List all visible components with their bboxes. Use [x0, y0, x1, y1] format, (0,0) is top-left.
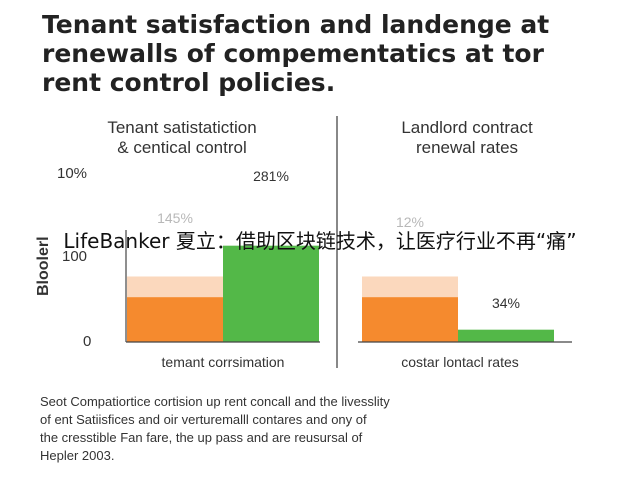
chart-title: Tenant satisfaction and landenge at rene… — [42, 10, 622, 97]
right-category-label: costar lontacl rates — [401, 354, 519, 370]
title-line-2: renewalls of compementatics at tor — [42, 39, 544, 68]
caption-line-1: Seot Compatiortice cortision up rent con… — [40, 394, 390, 409]
right-bar-orange — [362, 297, 458, 342]
right-bar-green — [458, 329, 554, 342]
caption-line-2: of ent Satiisfices and oir verturemalll … — [40, 412, 367, 427]
y-tick-100: 100 — [62, 248, 87, 265]
right-panel-title-line-2: renewal rates — [415, 138, 519, 157]
left-data-label-orange: 145% — [157, 210, 193, 226]
left-data-label-green: 281% — [253, 168, 289, 184]
y-axis-label: Bloolerl — [35, 236, 52, 296]
caption-line-3: the cresstible Fan fare, the up pass and… — [40, 430, 363, 445]
right-data-label-green: 34% — [492, 295, 520, 311]
title-line-3: rent control policies. — [42, 68, 336, 97]
left-bar-green — [223, 245, 319, 342]
chart-svg: 0 100 10% Bloolerl 145% 281% 12% 34% tem… — [35, 116, 572, 370]
left-bar-orange — [127, 297, 223, 342]
right-panel-title-line-1: Landlord contract — [401, 118, 533, 137]
left-panel-title-line-1: Tenant satistatiction — [107, 118, 257, 137]
left-panel-title-line-2: & centical control — [117, 138, 247, 157]
title-line-1: Tenant satisfaction and landenge at — [42, 10, 550, 39]
right-data-label-orange: 12% — [396, 214, 424, 230]
overlay-headline: LifeBanker 夏立：借助区块链技术，让医疗行业不再“痛” — [63, 229, 577, 253]
y-tick-top: 10% — [57, 165, 87, 182]
y-tick-0: 0 — [83, 333, 91, 350]
caption-line-4: Hepler 2003. — [40, 448, 115, 463]
chart-caption: Seot Compatiortice cortision up rent con… — [40, 393, 600, 465]
chart-area: Tenant satistatiction & centical control… — [0, 110, 640, 380]
left-panel-title: Tenant satistatiction & centical control — [52, 118, 312, 158]
right-panel-title: Landlord contract renewal rates — [337, 118, 597, 158]
left-category-label: temant corrsimation — [162, 354, 285, 370]
